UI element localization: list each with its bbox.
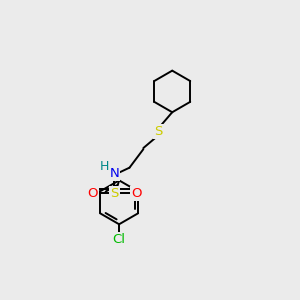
Text: O: O [131, 187, 142, 200]
Text: S: S [110, 187, 119, 200]
Text: S: S [154, 125, 163, 138]
Text: Cl: Cl [112, 233, 126, 246]
Text: N: N [110, 167, 119, 180]
Text: O: O [87, 187, 98, 200]
Text: H: H [99, 160, 109, 173]
